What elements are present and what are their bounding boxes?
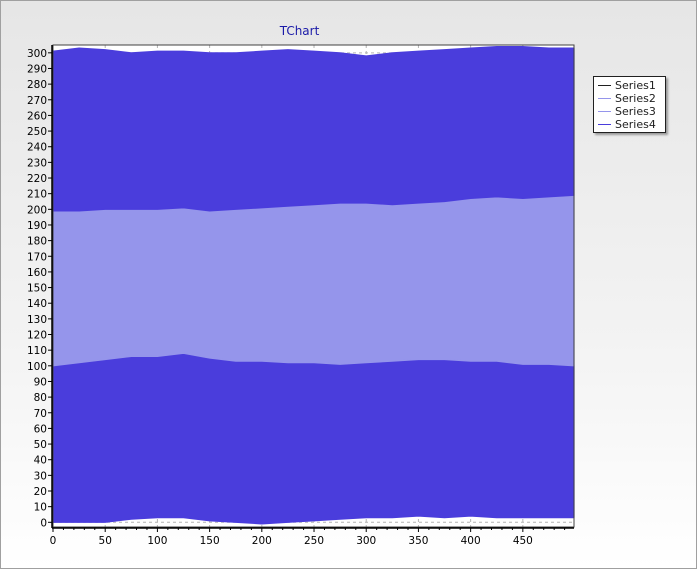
- y-tick-label: 260: [27, 110, 47, 122]
- y-tick-label: 270: [27, 95, 47, 107]
- y-tick-label: 100: [27, 361, 47, 373]
- y-tick-label: 180: [27, 236, 47, 248]
- y-tick-label: 120: [27, 330, 47, 342]
- y-tick-label: 170: [27, 251, 47, 263]
- y-tick-label: 50: [34, 439, 47, 451]
- x-tick-label: 350: [408, 535, 428, 547]
- x-tick-label: 50: [99, 535, 112, 547]
- legend-swatch: [598, 124, 611, 125]
- x-tick-label: 300: [356, 535, 376, 547]
- y-tick-label: 290: [27, 63, 47, 75]
- legend-label: Series4: [615, 118, 656, 131]
- x-tick-label: 0: [50, 535, 57, 547]
- y-tick-label: 20: [34, 486, 47, 498]
- x-tick-label: 150: [200, 535, 220, 547]
- chart-legend[interactable]: Series1 Series2 Series3 Series4: [593, 76, 666, 133]
- y-tick-label: 280: [27, 79, 47, 91]
- y-tick-label: 30: [34, 470, 47, 482]
- y-tick-label: 200: [27, 204, 47, 216]
- series-area-series2: [52, 194, 575, 367]
- y-tick-label: 130: [27, 314, 47, 326]
- plot-border: [52, 44, 575, 528]
- y-tick-label: 60: [34, 423, 47, 435]
- legend-label: Series3: [615, 105, 656, 118]
- x-tick-label: 250: [304, 535, 324, 547]
- y-tick-label: 70: [34, 408, 47, 420]
- y-tick-label: 160: [27, 267, 47, 279]
- y-tick-label: 190: [27, 220, 47, 232]
- y-tick-label: 90: [34, 376, 47, 388]
- y-tick-label: 40: [34, 455, 47, 467]
- y-tick-label: 80: [34, 392, 47, 404]
- x-tick-label: 100: [147, 535, 167, 547]
- legend-label: Series1: [615, 79, 656, 92]
- legend-swatch: [598, 85, 611, 86]
- y-tick-label: 220: [27, 173, 47, 185]
- legend-swatch: [598, 98, 611, 99]
- y-tick-label: 110: [27, 345, 47, 357]
- legend-swatch: [598, 111, 611, 112]
- series-area-series1: [52, 352, 575, 525]
- y-tick-label: 240: [27, 142, 47, 154]
- y-tick-label: 0: [40, 517, 47, 529]
- y-tick-label: 150: [27, 283, 47, 295]
- x-tick-label: 450: [513, 535, 533, 547]
- y-tick-label: 300: [27, 48, 47, 60]
- y-tick-label: 10: [34, 502, 47, 514]
- chart-title: TChart: [279, 24, 320, 38]
- y-tick-label: 210: [27, 189, 47, 201]
- y-tick-label: 250: [27, 126, 47, 138]
- y-tick-label: 140: [27, 298, 47, 310]
- x-tick-label: 400: [461, 535, 481, 547]
- y-tick-label: 230: [27, 157, 47, 169]
- x-tick-label: 200: [252, 535, 272, 547]
- series-area-series4: [52, 45, 575, 212]
- legend-label: Series2: [615, 92, 656, 105]
